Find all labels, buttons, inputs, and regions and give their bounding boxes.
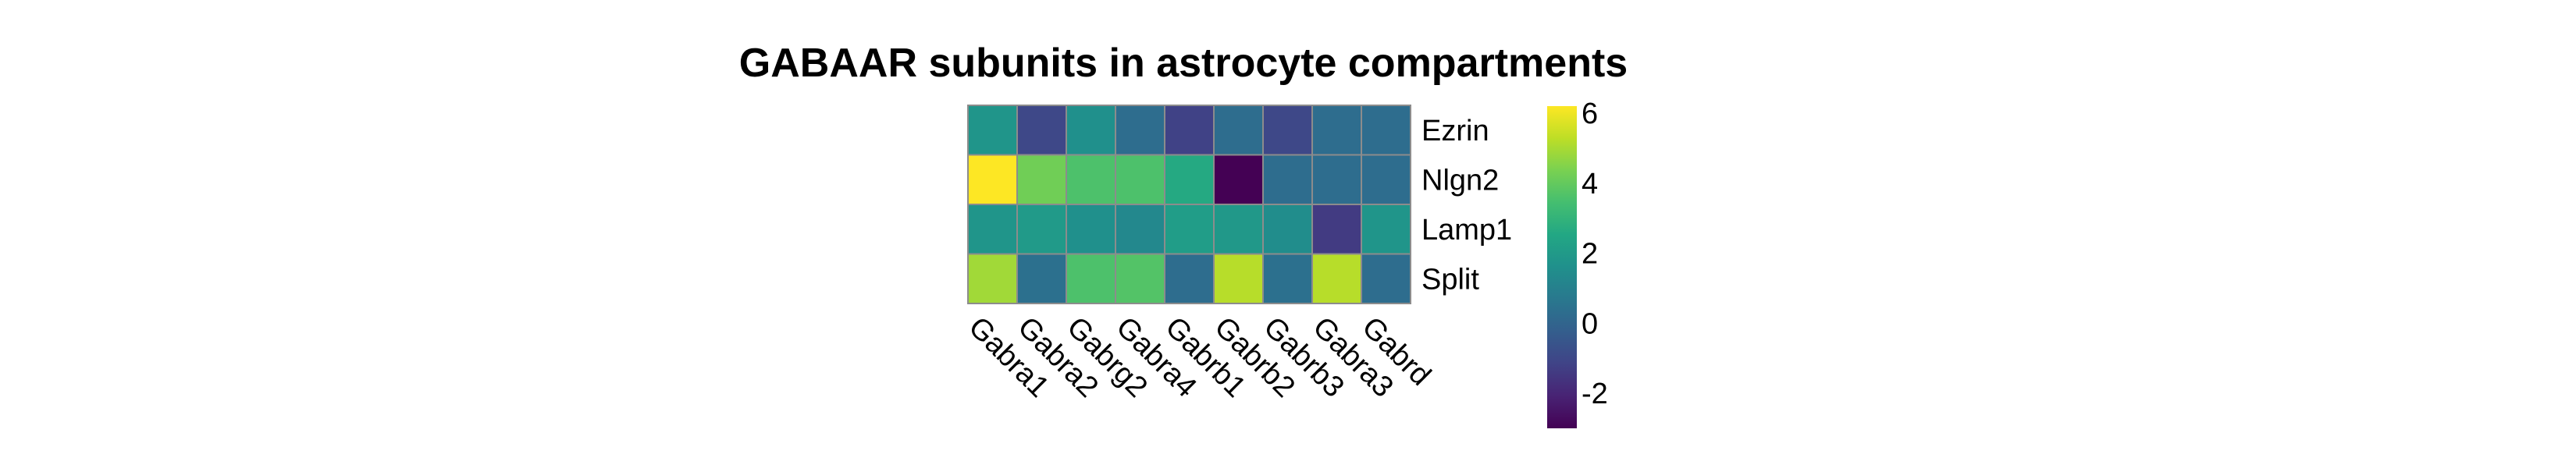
chart-title: GABAAR subunits in astrocyte compartment… <box>739 41 1628 86</box>
legend-tick-label: 2 <box>1582 238 1598 271</box>
row-labels: Ezrin Nlgn2 Lamp1 Split <box>1421 115 1512 296</box>
heatmap-cell-split-gabrb2 <box>1213 253 1264 304</box>
heatmap-cell-lamp1-gabra1 <box>967 204 1018 255</box>
color-legend: -2 0 2 4 6 <box>1547 98 1608 428</box>
row-label-lamp1: Lamp1 <box>1421 214 1512 247</box>
heatmap-cell-nlgn2-gabrd <box>1361 154 1411 205</box>
heatmap-cell-nlgn2-gabra4 <box>1115 154 1165 205</box>
heatmap-cell-split-gabra4 <box>1115 253 1165 304</box>
heatmap-cell-ezrin-gabra1 <box>967 105 1018 156</box>
heatmap-cell-ezrin-gabrd <box>1361 105 1411 156</box>
heatmap-cell-split-gabra2 <box>1016 253 1067 304</box>
row-label-nlgn2: Nlgn2 <box>1421 164 1499 197</box>
legend-colorbar <box>1547 106 1577 428</box>
row-label-ezrin: Ezrin <box>1421 115 1489 147</box>
heatmap-cell-lamp1-gabra4 <box>1115 204 1165 255</box>
heatmap-cell-split-gabrg2 <box>1066 253 1116 304</box>
heatmap-cell-lamp1-gabrb3 <box>1262 204 1313 255</box>
heatmap-cell-nlgn2-gabra1 <box>967 154 1018 205</box>
heatmap-cell-lamp1-gabrb1 <box>1164 204 1215 255</box>
heatmap-cells <box>967 105 1411 304</box>
heatmap-cell-lamp1-gabrb2 <box>1213 204 1264 255</box>
heatmap-cell-ezrin-gabrb3 <box>1262 105 1313 156</box>
row-label-split: Split <box>1421 263 1479 296</box>
heatmap-cell-lamp1-gabra2 <box>1016 204 1067 255</box>
heatmap-cell-ezrin-gabra4 <box>1115 105 1165 156</box>
heatmap-cell-split-gabra3 <box>1311 253 1362 304</box>
heatmap-cell-lamp1-gabrg2 <box>1066 204 1116 255</box>
heatmap-cell-split-gabrb1 <box>1164 253 1215 304</box>
heatmap-cell-split-gabrd <box>1361 253 1411 304</box>
heatmap-cell-split-gabrb3 <box>1262 253 1313 304</box>
heatmap-cell-nlgn2-gabra2 <box>1016 154 1067 205</box>
heatmap-cell-ezrin-gabra3 <box>1311 105 1362 156</box>
heatmap-cell-ezrin-gabrb2 <box>1213 105 1264 156</box>
heatmap-cell-nlgn2-gabrb3 <box>1262 154 1313 205</box>
legend-tick-label: 6 <box>1582 98 1598 130</box>
heatmap-cell-nlgn2-gabrb2 <box>1213 154 1264 205</box>
heatmap-cell-nlgn2-gabra3 <box>1311 154 1362 205</box>
heatmap-cell-ezrin-gabrb1 <box>1164 105 1215 156</box>
legend-tick-label: 4 <box>1582 168 1598 201</box>
heatmap-cell-split-gabra1 <box>967 253 1018 304</box>
column-labels: Gabra1Gabra2Gabrg2Gabra4Gabrb1Gabrb2Gabr… <box>962 311 1436 403</box>
legend-tick-label: 0 <box>1582 307 1598 340</box>
heatmap-cell-nlgn2-gabrg2 <box>1066 154 1116 205</box>
heatmap-cell-ezrin-gabrg2 <box>1066 105 1116 156</box>
heatmap-cell-lamp1-gabrd <box>1361 204 1411 255</box>
heatmap-cell-nlgn2-gabrb1 <box>1164 154 1215 205</box>
heatmap-cell-lamp1-gabra3 <box>1311 204 1362 255</box>
legend-tick-label: -2 <box>1582 378 1608 410</box>
heatmap-cell-ezrin-gabra2 <box>1016 105 1067 156</box>
